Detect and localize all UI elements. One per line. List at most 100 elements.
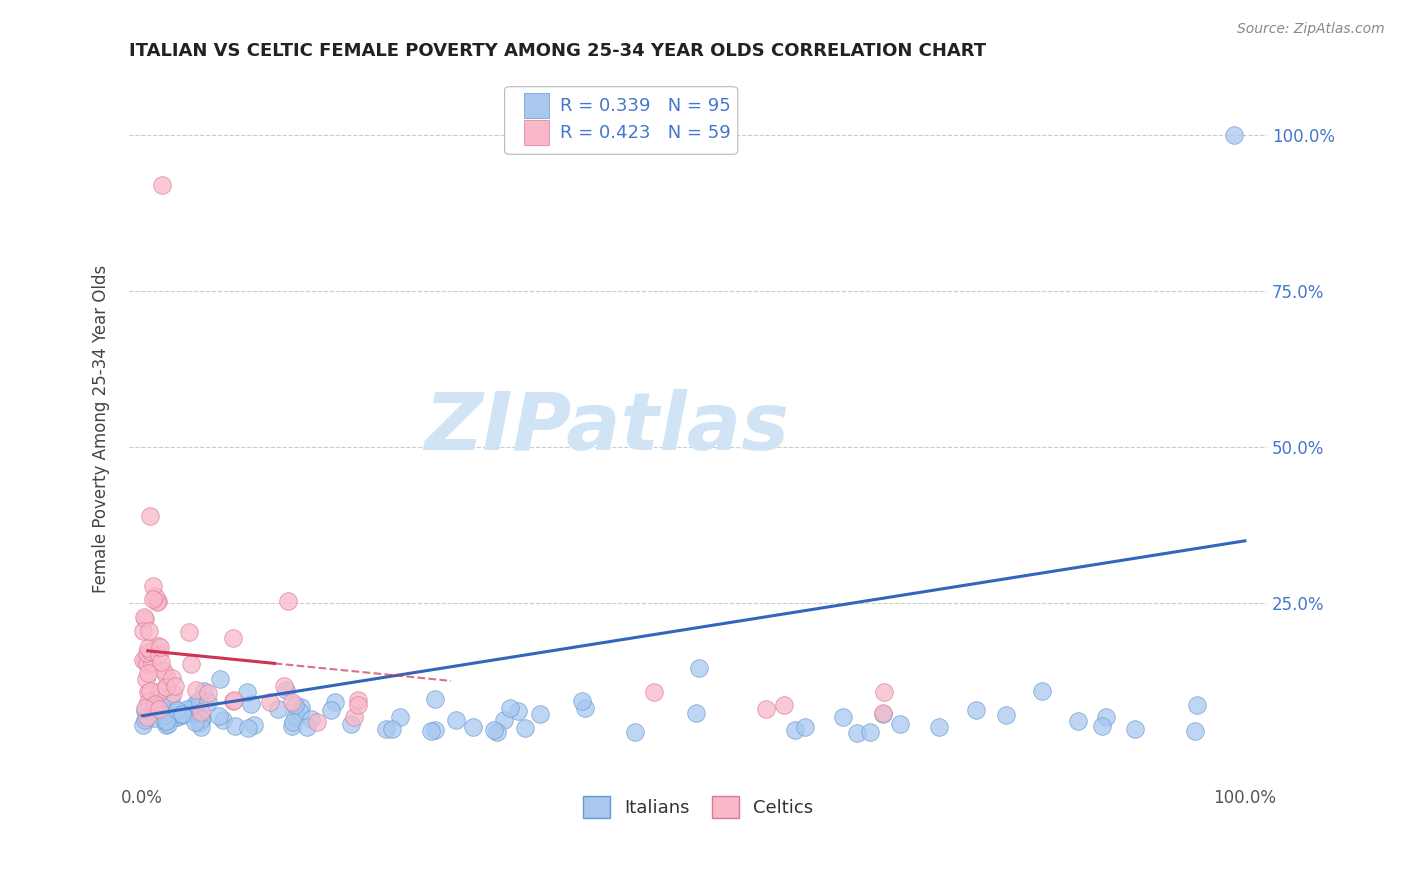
- Point: [238, 721, 260, 735]
- Point: [143, 710, 166, 724]
- Point: [148, 639, 170, 653]
- Point: [208, 673, 231, 687]
- Point: [148, 648, 170, 662]
- Point: [425, 723, 447, 738]
- Point: [160, 672, 183, 686]
- Point: [172, 708, 194, 723]
- Point: [135, 657, 157, 671]
- Point: [273, 679, 295, 693]
- Point: [157, 716, 180, 731]
- Point: [346, 698, 368, 713]
- Point: [134, 701, 156, 715]
- Point: [297, 719, 319, 733]
- Point: [197, 695, 219, 709]
- Point: [832, 710, 855, 724]
- Point: [928, 721, 950, 735]
- Point: [482, 723, 505, 738]
- Y-axis label: Female Poverty Among 25-34 Year Olds: Female Poverty Among 25-34 Year Olds: [93, 264, 110, 592]
- Point: [150, 698, 173, 713]
- Point: [347, 693, 370, 707]
- Point: [149, 640, 172, 655]
- Point: [134, 713, 156, 727]
- Point: [420, 723, 443, 738]
- Point: [155, 714, 177, 728]
- Point: [685, 706, 707, 720]
- Point: [773, 698, 796, 713]
- Point: [184, 698, 207, 712]
- Point: [574, 701, 596, 715]
- Point: [1223, 128, 1246, 142]
- Point: [184, 682, 207, 697]
- Point: [290, 705, 312, 719]
- Point: [142, 592, 165, 607]
- Point: [184, 706, 207, 721]
- Text: ZIPatlas: ZIPatlas: [425, 390, 789, 467]
- Point: [222, 694, 245, 708]
- Point: [180, 657, 202, 672]
- Point: [138, 624, 160, 639]
- Point: [152, 714, 174, 728]
- Point: [166, 704, 188, 718]
- Point: [134, 704, 156, 718]
- Text: R = 0.339   N = 95: R = 0.339 N = 95: [561, 97, 731, 115]
- Point: [1095, 710, 1118, 724]
- Point: [485, 724, 508, 739]
- Point: [136, 710, 159, 724]
- Point: [155, 718, 177, 732]
- Point: [529, 706, 551, 721]
- Point: [299, 713, 322, 727]
- Point: [283, 710, 305, 724]
- Point: [492, 713, 515, 727]
- Text: R = 0.423   N = 59: R = 0.423 N = 59: [561, 124, 731, 142]
- Point: [190, 693, 212, 707]
- Point: [222, 631, 245, 645]
- FancyBboxPatch shape: [505, 87, 738, 154]
- Point: [224, 719, 246, 733]
- Point: [150, 178, 173, 192]
- Point: [224, 693, 246, 707]
- Point: [173, 706, 195, 721]
- Point: [211, 714, 233, 728]
- Point: [374, 722, 396, 736]
- Point: [166, 703, 188, 717]
- Point: [444, 714, 467, 728]
- Point: [208, 709, 231, 723]
- Point: [183, 715, 205, 730]
- Point: [139, 508, 162, 523]
- Point: [281, 695, 304, 709]
- FancyBboxPatch shape: [524, 94, 548, 119]
- Point: [872, 706, 894, 720]
- Point: [188, 693, 211, 707]
- Point: [508, 704, 530, 718]
- Point: [152, 663, 174, 677]
- Point: [139, 684, 162, 698]
- Point: [134, 610, 156, 624]
- Point: [276, 682, 298, 697]
- Point: [142, 579, 165, 593]
- Point: [873, 684, 896, 698]
- Point: [1123, 722, 1146, 736]
- Point: [162, 686, 184, 700]
- Point: [141, 656, 163, 670]
- Point: [136, 646, 159, 660]
- Point: [145, 698, 167, 712]
- Point: [388, 709, 411, 723]
- Point: [499, 701, 522, 715]
- Point: [155, 708, 177, 723]
- Point: [872, 707, 894, 722]
- Point: [146, 595, 169, 609]
- Point: [149, 684, 172, 698]
- Point: [965, 702, 987, 716]
- Point: [643, 685, 665, 699]
- Point: [859, 725, 882, 739]
- FancyBboxPatch shape: [524, 120, 548, 145]
- Point: [624, 724, 647, 739]
- Point: [143, 590, 166, 604]
- Point: [179, 702, 201, 716]
- Point: [193, 684, 215, 698]
- Point: [134, 611, 156, 625]
- Point: [155, 681, 177, 695]
- Point: [166, 709, 188, 723]
- Point: [132, 653, 155, 667]
- Point: [190, 712, 212, 726]
